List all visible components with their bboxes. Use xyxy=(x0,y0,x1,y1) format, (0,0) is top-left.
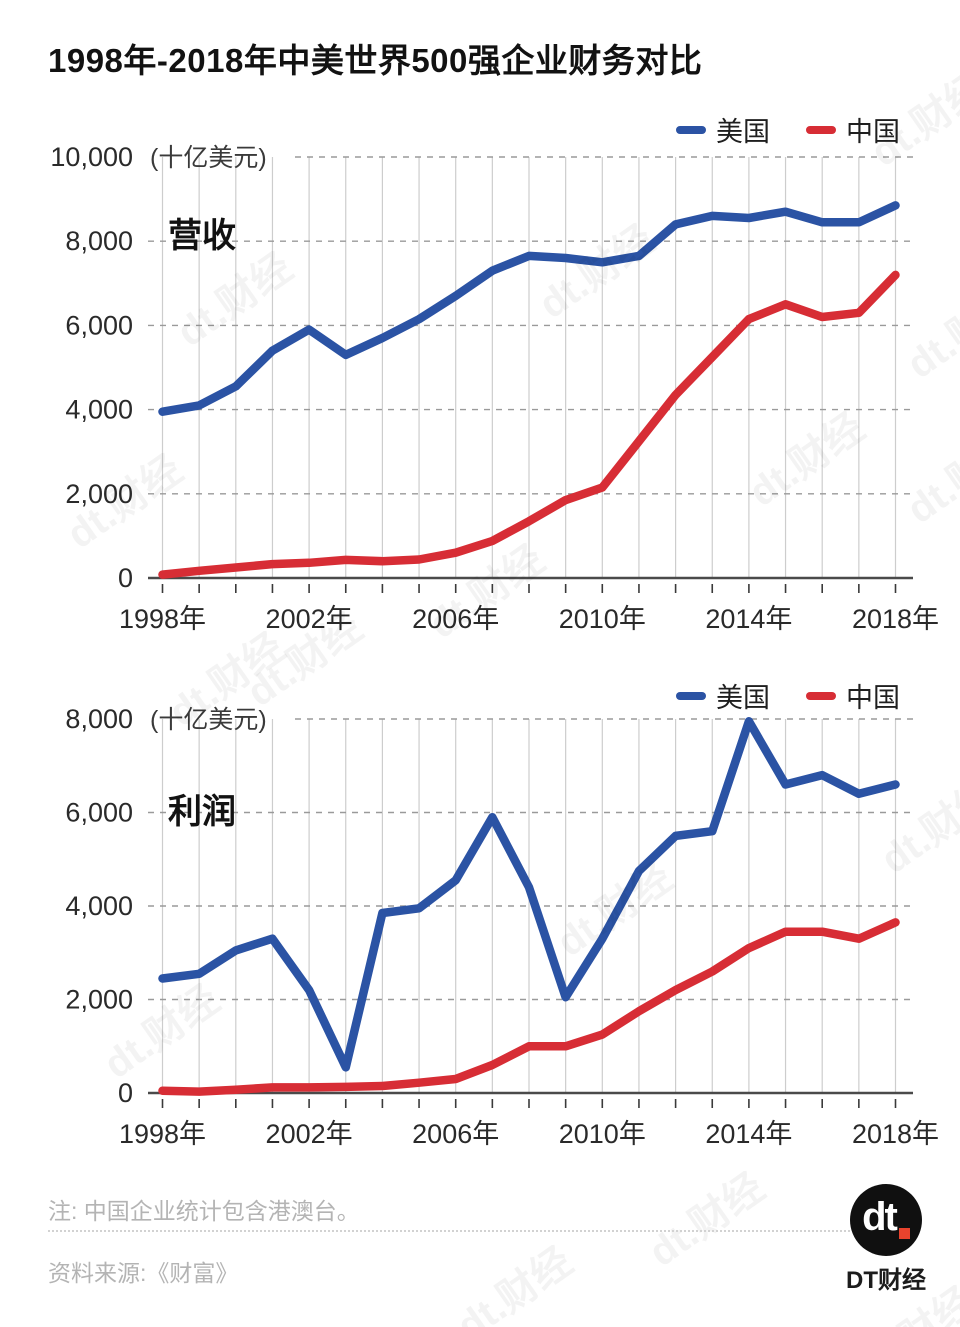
x-tick-label: 2014年 xyxy=(705,604,792,634)
x-tick-label: 2010年 xyxy=(559,604,646,634)
legend-item-us: 美国 xyxy=(676,676,770,715)
legend-label-us: 美国 xyxy=(716,683,770,713)
x-tick-label: 2006年 xyxy=(412,604,499,634)
china-revenue-line xyxy=(158,270,900,579)
footnote: 注: 中国企业统计包含港澳台。 xyxy=(48,1198,360,1224)
y-tick-label: 8,000 xyxy=(65,704,133,734)
profit-chart-label: 利润 xyxy=(168,793,236,831)
x-tick-label: 2002年 xyxy=(266,604,353,634)
us-profit-line xyxy=(158,717,900,1072)
x-tick-label: 2006年 xyxy=(412,1119,499,1149)
y-tick-label: 4,000 xyxy=(65,395,133,425)
data-source: 资料来源:《财富》 xyxy=(48,1260,239,1286)
dt-logo-caption: DT财经 xyxy=(846,1267,926,1294)
china-profit-line xyxy=(158,918,900,1096)
x-tick-label: 2002年 xyxy=(266,1119,353,1149)
y-tick-label: 2,000 xyxy=(65,985,133,1015)
us-line-swatch xyxy=(676,125,706,134)
us-line-swatch xyxy=(676,691,706,700)
page-title: 1998年-2018年中美世界500强企业财务对比 xyxy=(48,42,703,79)
y-tick-label: 2,000 xyxy=(65,479,133,509)
x-tick-label: 2018年 xyxy=(852,604,939,634)
y-tick-label: 10,000 xyxy=(50,142,133,172)
legend-item-china: 中国 xyxy=(806,676,900,715)
us-revenue-line xyxy=(158,201,900,416)
axis-unit-label: (十亿美元) xyxy=(150,144,267,172)
china-line-swatch xyxy=(806,691,836,700)
y-tick-label: 0 xyxy=(118,1078,133,1108)
y-tick-label: 8,000 xyxy=(65,226,133,256)
legend-item-us: 美国 xyxy=(676,110,770,149)
profit-legend: 美国 中国 xyxy=(676,676,900,715)
china-line-swatch xyxy=(806,125,836,134)
x-tick-label: 2018年 xyxy=(852,1119,939,1149)
x-tick-label: 1998年 xyxy=(119,1119,206,1149)
x-tick-label: 1998年 xyxy=(119,604,206,634)
legend-label-china: 中国 xyxy=(846,117,900,147)
legend-label-china: 中国 xyxy=(846,683,900,713)
axis-unit-label: (十亿美元) xyxy=(150,706,267,734)
y-tick-label: 4,000 xyxy=(65,891,133,921)
y-tick-label: 0 xyxy=(118,563,133,593)
legend-item-china: 中国 xyxy=(806,110,900,149)
dt-logo-dot xyxy=(898,1228,910,1239)
dt-logo-letters: dt xyxy=(862,1195,898,1239)
y-tick-label: 6,000 xyxy=(65,798,133,828)
footer-divider xyxy=(48,1230,854,1232)
revenue-legend: 美国 中国 xyxy=(676,110,900,149)
x-tick-label: 2014年 xyxy=(705,1119,792,1149)
x-tick-label: 2010年 xyxy=(559,1119,646,1149)
y-tick-label: 6,000 xyxy=(65,310,133,340)
revenue-chart-label: 营收 xyxy=(168,217,236,255)
legend-label-us: 美国 xyxy=(716,117,770,147)
dt-logo: dt xyxy=(850,1184,922,1256)
